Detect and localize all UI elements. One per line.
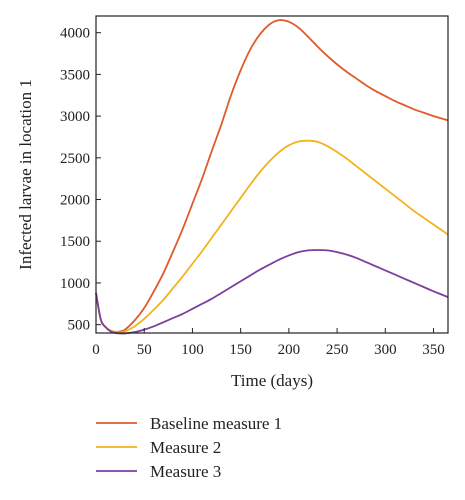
- plot-lines: [95, 19, 449, 335]
- x-tick-label: 350: [422, 342, 445, 358]
- x-tick-label: 300: [374, 342, 397, 358]
- legend-label: Measure 3: [150, 462, 221, 481]
- y-tick-label: 2500: [60, 151, 90, 167]
- x-axis-title: Time (days): [231, 371, 313, 390]
- series-line: [95, 19, 449, 333]
- legend-label: Baseline measure 1: [150, 414, 282, 433]
- legend: Baseline measure 1 Measure 2 Measure 3: [96, 414, 282, 481]
- y-tick-label: 3500: [60, 67, 90, 83]
- x-tick-label: 50: [137, 342, 152, 358]
- series-line: [95, 139, 449, 334]
- series-line: [95, 249, 449, 335]
- y-tick-label: 1000: [60, 276, 90, 292]
- x-tick-label: 250: [326, 342, 349, 358]
- x-axis: 0 50 100 150 200 250 300 350: [92, 328, 445, 358]
- x-tick-label: 200: [278, 342, 301, 358]
- y-tick-label: 2000: [60, 193, 90, 209]
- y-axis: 500 1000 1500 2000 2500 3000 3500 4000: [60, 26, 101, 334]
- x-tick-label: 0: [92, 342, 100, 358]
- legend-label: Measure 2: [150, 438, 221, 457]
- plot-frame: [95, 15, 449, 334]
- y-tick-label: 1500: [60, 234, 90, 250]
- x-tick-label: 100: [181, 342, 204, 358]
- y-tick-label: 500: [68, 318, 91, 334]
- y-tick-label: 3000: [60, 109, 90, 125]
- y-axis-title: Infected larvae in location 1: [16, 79, 35, 270]
- x-tick-label: 150: [229, 342, 252, 358]
- y-tick-label: 4000: [60, 26, 90, 42]
